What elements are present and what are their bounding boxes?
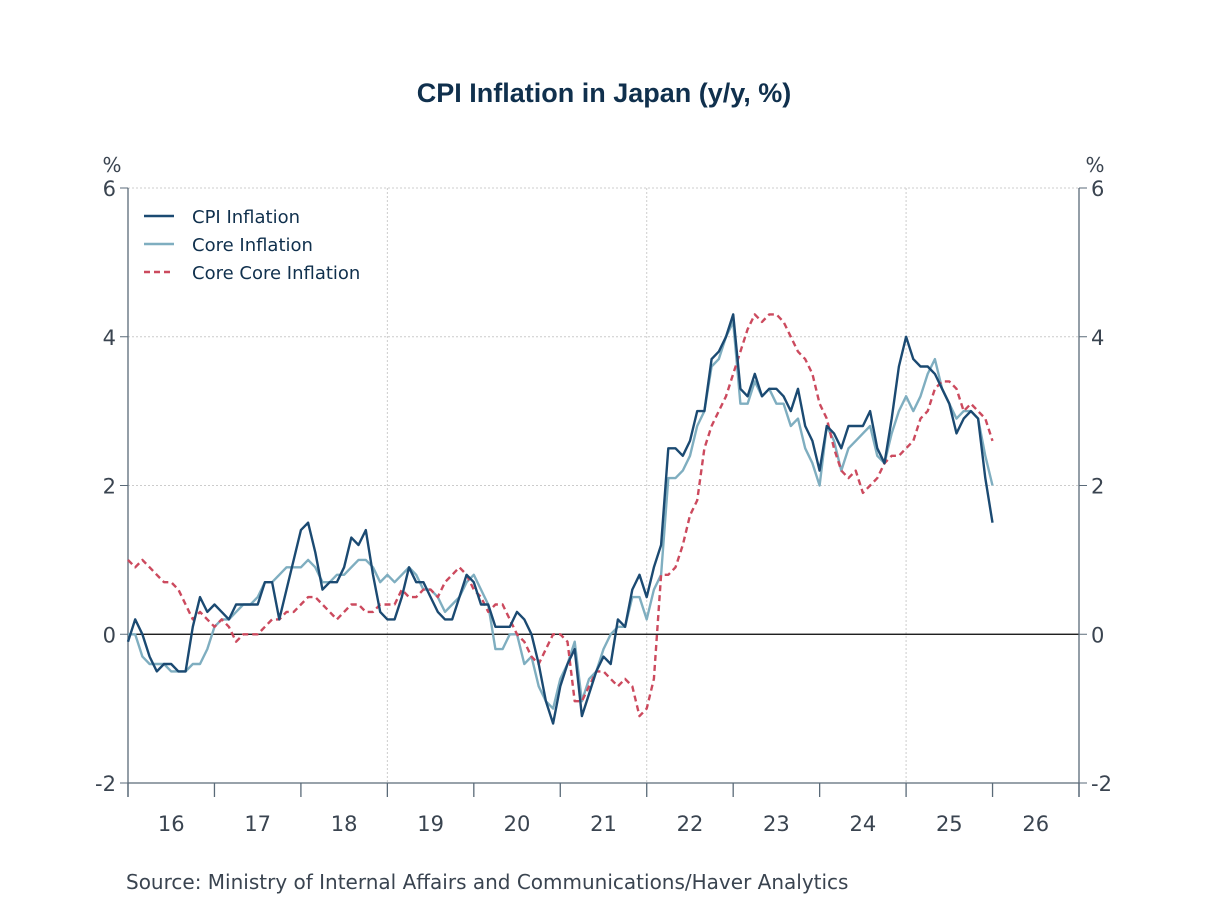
left-y-tick-label: -2 xyxy=(95,772,116,796)
right-y-tick-label: 4 xyxy=(1091,326,1104,350)
series-line-core xyxy=(128,320,994,710)
left-y-tick-label: 0 xyxy=(103,623,116,647)
x-tick-label: 17 xyxy=(244,812,271,836)
axes: -2 -20 02 24 46 616 17 18 19 20 21 22 23 24 25 26 xyxy=(95,177,1112,836)
series-line-corecore xyxy=(127,313,994,718)
x-tick-label: 18 xyxy=(331,812,358,836)
x-tick-label: 23 xyxy=(763,812,790,836)
chart-title: CPI Inflation in Japan (y/y, %) xyxy=(416,78,792,108)
right-y-tick-label: 0 xyxy=(1091,623,1104,647)
x-tick-label: 26 xyxy=(1022,812,1049,836)
x-tick-label: 20 xyxy=(504,812,531,836)
legend-label-core: Core Inflation xyxy=(192,235,313,256)
legend-label-corecore: Core Core Inflation xyxy=(192,263,360,284)
gridlines xyxy=(128,187,1079,783)
series-line-cpi xyxy=(126,313,994,725)
x-tick-label: 19 xyxy=(417,812,444,836)
x-tick-label: 24 xyxy=(849,812,876,836)
left-y-tick-label: 4 xyxy=(103,326,116,350)
x-tick-label: 16 xyxy=(158,812,185,836)
x-tick-label: 25 xyxy=(936,812,963,836)
source-note: Source: Ministry of Internal Affairs and… xyxy=(126,870,849,894)
legend: CPI Inflation Core Inflation Core Core Inf… xyxy=(144,207,360,284)
x-tick-label: 22 xyxy=(677,812,704,836)
x-tick-label: 21 xyxy=(590,812,617,836)
right-axis-unit-label: % xyxy=(1085,153,1104,177)
right-y-tick-label: 6 xyxy=(1091,177,1104,201)
right-y-tick-label: 2 xyxy=(1091,475,1104,499)
left-y-tick-label: 2 xyxy=(103,475,116,499)
series-lines xyxy=(126,313,994,725)
left-axis-unit-label: % xyxy=(102,153,121,177)
left-y-tick-label: 6 xyxy=(103,177,116,201)
right-y-tick-label: -2 xyxy=(1091,772,1112,796)
legend-label-cpi: CPI Inflation xyxy=(192,207,300,228)
